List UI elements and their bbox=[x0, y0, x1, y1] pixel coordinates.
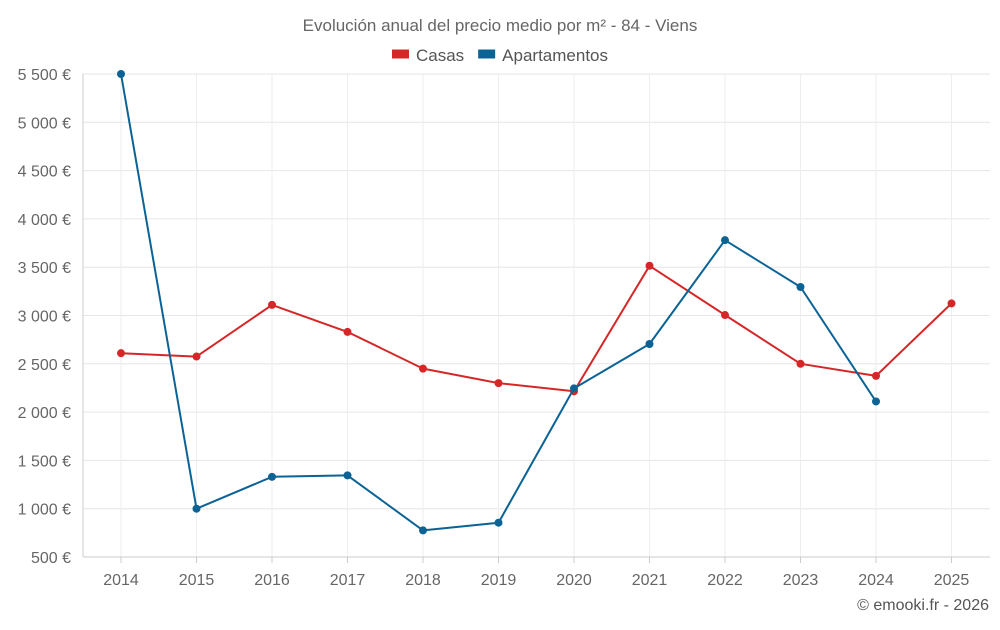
x-tick-label: 2019 bbox=[481, 572, 517, 589]
data-point-casas bbox=[268, 300, 276, 309]
series-apartamentos bbox=[117, 70, 880, 535]
y-tick-label: 4 000 € bbox=[18, 212, 71, 229]
y-tick-label: 3 000 € bbox=[18, 309, 71, 326]
legend-label-casas: Casas bbox=[416, 46, 464, 65]
y-tick-label: 5 000 € bbox=[18, 115, 71, 132]
data-point-apartamentos bbox=[419, 526, 427, 535]
credit-text: © emooki.fr - 2026 bbox=[857, 597, 989, 614]
y-tick-label: 3 500 € bbox=[18, 260, 71, 277]
x-tick-label: 2022 bbox=[707, 572, 743, 589]
y-tick-label: 2 000 € bbox=[18, 405, 71, 422]
data-point-casas bbox=[872, 371, 880, 380]
x-tick-label: 2025 bbox=[934, 572, 970, 589]
legend-label-apartamentos: Apartamentos bbox=[502, 46, 608, 65]
data-point-apartamentos bbox=[645, 339, 654, 348]
y-tick-label: 4 500 € bbox=[18, 164, 71, 181]
data-point-apartamentos bbox=[192, 504, 201, 513]
data-point-casas bbox=[494, 379, 503, 388]
legend-item-casas: Casas bbox=[391, 46, 464, 65]
data-point-casas bbox=[645, 261, 654, 270]
data-point-casas bbox=[796, 359, 805, 368]
data-point-apartamentos bbox=[268, 472, 276, 481]
legend-item-apartamentos: Apartamentos bbox=[478, 46, 608, 65]
y-tick-label: 2 500 € bbox=[18, 357, 71, 374]
y-tick-label: 500 € bbox=[31, 550, 71, 567]
data-point-apartamentos bbox=[796, 283, 805, 292]
axes: 500 € 1 000 € 1 500 € 2 000 € 2 500 € 3 000 €… bbox=[18, 67, 990, 589]
x-tick-label: 2020 bbox=[556, 572, 592, 589]
legend: Casas Apartamentos bbox=[391, 46, 608, 65]
legend-swatch-casas bbox=[391, 49, 409, 59]
data-point-apartamentos bbox=[343, 471, 352, 480]
x-tick-label: 2017 bbox=[330, 572, 366, 589]
x-tick-label: 2023 bbox=[783, 572, 819, 589]
data-point-apartamentos bbox=[872, 397, 880, 406]
grid bbox=[83, 73, 990, 558]
data-point-apartamentos bbox=[570, 384, 578, 393]
series-casas bbox=[117, 261, 956, 396]
x-tick-label: 2021 bbox=[632, 572, 668, 589]
chart-title: Evolución anual del precio medio por m² … bbox=[303, 16, 698, 35]
data-point-apartamentos bbox=[494, 518, 503, 527]
data-point-casas bbox=[343, 327, 352, 336]
x-tick-label: 2015 bbox=[179, 572, 215, 589]
series-layer bbox=[117, 70, 956, 535]
data-point-casas bbox=[117, 349, 125, 358]
data-point-apartamentos bbox=[117, 70, 125, 78]
data-point-casas bbox=[192, 352, 201, 361]
series-line-casas bbox=[120, 264, 953, 393]
legend-swatch-apartamentos bbox=[478, 49, 496, 59]
x-tick-label: 2018 bbox=[405, 572, 441, 589]
x-tick-label: 2014 bbox=[103, 572, 139, 589]
data-point-casas bbox=[721, 311, 729, 320]
y-tick-label: 1 500 € bbox=[18, 453, 71, 470]
data-point-apartamentos bbox=[721, 236, 729, 245]
x-tick-label: 2016 bbox=[254, 572, 290, 589]
y-tick-label: 5 500 € bbox=[18, 67, 71, 84]
data-point-casas bbox=[947, 299, 956, 308]
y-tick-label: 1 000 € bbox=[18, 502, 71, 519]
x-tick-label: 2024 bbox=[858, 572, 894, 589]
data-point-casas bbox=[419, 364, 427, 373]
